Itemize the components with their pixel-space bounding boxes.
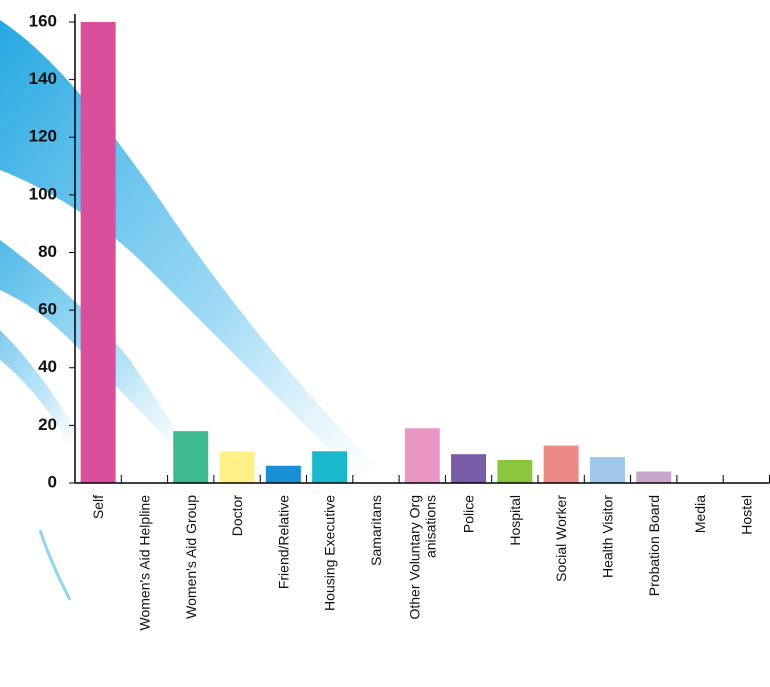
- y-tick-label: 100: [29, 184, 57, 203]
- x-tick-label: Hospital: [507, 495, 523, 546]
- x-tick-label: Police: [461, 495, 477, 533]
- bar: [219, 451, 255, 483]
- bar: [265, 465, 301, 483]
- x-tick-label: Health Visitor: [599, 495, 615, 578]
- y-tick-label: 0: [48, 472, 57, 491]
- x-tick-label: Friend/Relative: [275, 495, 291, 589]
- x-tick-label: Women's Aid Helpline: [136, 495, 152, 631]
- plot-area: 0 20 40 60 80 100 120 140 160 Self Women's Aid Hel…: [29, 11, 770, 630]
- bar: [589, 457, 625, 483]
- y-tick-label: 60: [38, 300, 57, 319]
- bar: [173, 431, 209, 483]
- x-tick-label: Hostel: [738, 495, 754, 535]
- y-tick-label: 160: [29, 11, 57, 30]
- bar: [543, 445, 579, 483]
- x-tick-label: Other Voluntary Organisations: [406, 495, 438, 620]
- bar: [636, 471, 672, 483]
- bar: [451, 454, 487, 483]
- x-tick-label: Probation Board: [646, 495, 662, 596]
- x-tick-label: Housing Executive: [322, 495, 338, 611]
- y-tick-label: 40: [38, 357, 57, 376]
- y-tick-label: 120: [29, 127, 57, 146]
- x-tick-label: Self: [90, 495, 106, 519]
- bar: [312, 451, 348, 483]
- x-tick-label: Doctor: [229, 495, 245, 537]
- y-tick-label: 80: [38, 242, 57, 261]
- bar: [80, 22, 116, 483]
- x-tick-label: Social Worker: [553, 495, 569, 582]
- x-tick-label: Media: [692, 495, 708, 533]
- bar: [497, 459, 533, 483]
- y-tick-label: 20: [38, 415, 57, 434]
- bar: [404, 428, 440, 483]
- x-tick-label: Women's Aid Group: [183, 495, 199, 619]
- x-tick-label: Samaritans: [368, 495, 384, 566]
- y-tick-label: 140: [29, 69, 57, 88]
